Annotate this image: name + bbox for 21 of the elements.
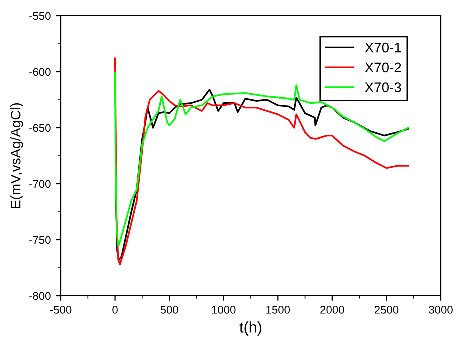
x-tick-label: 2500 <box>374 306 399 314</box>
x-axis-title: t(h) <box>240 322 262 336</box>
y-tick-label: -650 <box>30 124 51 132</box>
x-tick-label: 0 <box>112 306 118 314</box>
line-series <box>114 72 410 248</box>
x-tick-label: 1500 <box>266 306 290 314</box>
x-tick-label: -500 <box>50 306 72 314</box>
x-tick-label: 500 <box>160 306 178 314</box>
y-tick-label: -750 <box>30 236 51 244</box>
legend-label: X70-3 <box>365 82 402 92</box>
legend-label: X70-2 <box>365 62 402 73</box>
line-series <box>114 58 410 266</box>
y-tick-label: -700 <box>30 180 51 188</box>
legend-label: X70-1 <box>365 42 402 53</box>
y-tick-label: -600 <box>30 68 51 76</box>
x-tick-label: 3000 <box>429 306 453 314</box>
y-axis-title: E(mV,vsAg/AgCl) <box>10 103 24 208</box>
x-tick-label: 2000 <box>320 306 344 314</box>
y-tick-label: -800 <box>30 292 51 300</box>
x-tick-label: 1000 <box>212 306 236 314</box>
y-tick-label: -550 <box>30 12 51 20</box>
